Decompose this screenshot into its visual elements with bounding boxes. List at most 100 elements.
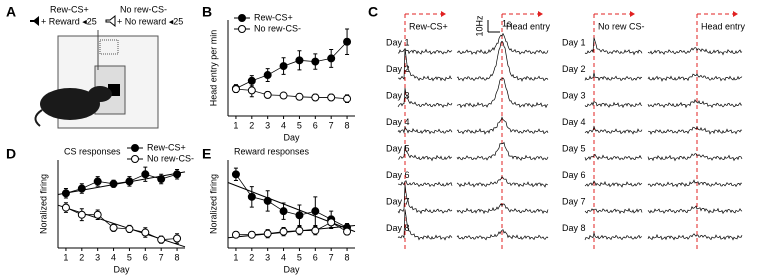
day-label: Day 8 — [562, 223, 586, 233]
day-label: Day 7 — [386, 196, 410, 206]
marker — [61, 203, 70, 212]
x-tick-label: 4 — [281, 252, 286, 262]
marker — [157, 235, 166, 244]
marker — [311, 226, 320, 235]
y-axis-title: Head entry per min — [208, 30, 218, 107]
marker — [263, 71, 272, 80]
rat-head — [88, 86, 112, 102]
x-tick-label: 8 — [345, 120, 350, 130]
panel-label: B — [202, 4, 212, 20]
x-tick-label: 4 — [281, 120, 286, 130]
trace — [397, 184, 453, 215]
cs-minus-outcome: + No reward ◂25 — [117, 16, 183, 26]
day-label: Day 2 — [562, 64, 586, 74]
trace — [584, 101, 643, 109]
day-label: Day 3 — [562, 90, 586, 100]
speaker-icon — [30, 16, 39, 26]
day-label: Day 8 — [386, 223, 410, 233]
x-tick-label: 5 — [297, 120, 302, 130]
marker — [343, 37, 352, 46]
marker — [279, 91, 288, 100]
x-axis-title: Day — [283, 264, 300, 274]
legend-label: No rew-CS- — [254, 23, 301, 33]
trace — [456, 203, 549, 215]
x-tick-label: 7 — [159, 252, 164, 262]
event-label: Head entry — [701, 21, 746, 31]
marker — [263, 196, 272, 205]
trace — [397, 48, 453, 55]
fit-line — [227, 224, 356, 239]
panel-label: C — [368, 4, 378, 20]
x-tick-label: 6 — [313, 252, 318, 262]
x-tick-label: 5 — [297, 252, 302, 262]
marker — [311, 207, 320, 216]
trace — [647, 233, 743, 241]
x-tick-label: 7 — [329, 252, 334, 262]
marker — [77, 210, 86, 219]
marker — [173, 234, 182, 243]
marker — [263, 229, 272, 238]
event-arrowhead — [733, 11, 738, 17]
x-tick-label: 2 — [249, 252, 254, 262]
trace — [456, 40, 549, 82]
x-tick-label: 5 — [127, 252, 132, 262]
marker — [295, 56, 304, 65]
trace — [647, 179, 743, 188]
marker — [247, 192, 256, 201]
marker — [327, 54, 336, 63]
x-tick-label: 1 — [233, 252, 238, 262]
fit-line — [57, 204, 186, 248]
day-label: Day 5 — [562, 143, 586, 153]
trace — [584, 231, 643, 241]
x-tick-label: 3 — [95, 252, 100, 262]
x-tick-label: 3 — [265, 120, 270, 130]
marker — [295, 226, 304, 235]
marker — [125, 177, 134, 186]
trace — [647, 73, 743, 82]
trace — [584, 207, 643, 215]
trace — [456, 175, 549, 188]
legend-marker — [238, 14, 246, 22]
chart-title: Reward responses — [234, 146, 310, 156]
day-label: Day 3 — [386, 90, 410, 100]
cs-minus-label: No rew-CS- — [120, 4, 167, 14]
rat-body — [40, 88, 100, 120]
x-tick-label: 1 — [63, 252, 68, 262]
marker — [93, 210, 102, 219]
trace — [647, 205, 743, 215]
trace — [456, 77, 549, 109]
marker — [295, 211, 304, 220]
marker — [157, 175, 166, 184]
day-label: Day 6 — [562, 170, 586, 180]
y-axis-title: Noralized firing — [208, 174, 218, 234]
marker — [263, 90, 272, 99]
x-tick-label: 6 — [143, 252, 148, 262]
marker — [231, 230, 240, 239]
trace — [397, 145, 453, 162]
scale-y-label: 10Hz — [474, 15, 484, 37]
legend-label: No rew-CS- — [147, 153, 194, 163]
day-label: Day 1 — [386, 37, 410, 47]
marker — [279, 62, 288, 71]
day-label: Day 7 — [562, 196, 586, 206]
trace — [647, 47, 743, 56]
marker — [311, 57, 320, 66]
marker — [327, 218, 336, 227]
x-tick-label: 8 — [175, 252, 180, 262]
speaker-icon — [105, 14, 116, 28]
event-label: Head entry — [506, 21, 551, 31]
y-axis-title: Noralized firing — [38, 174, 48, 234]
trace — [456, 229, 549, 241]
x-tick-label: 3 — [265, 252, 270, 262]
marker — [141, 228, 150, 237]
marker — [279, 207, 288, 216]
marker — [231, 85, 240, 94]
x-tick-label: 6 — [313, 120, 318, 130]
event-arrowhead — [538, 11, 543, 17]
trace — [397, 209, 453, 241]
panel-label: A — [6, 4, 16, 20]
day-label: Day 4 — [386, 117, 410, 127]
x-tick-label: 8 — [345, 252, 350, 262]
marker — [247, 76, 256, 85]
